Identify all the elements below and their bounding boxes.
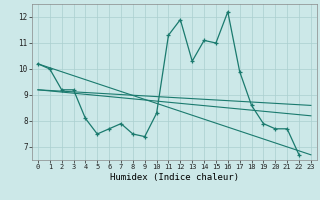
X-axis label: Humidex (Indice chaleur): Humidex (Indice chaleur)	[110, 173, 239, 182]
